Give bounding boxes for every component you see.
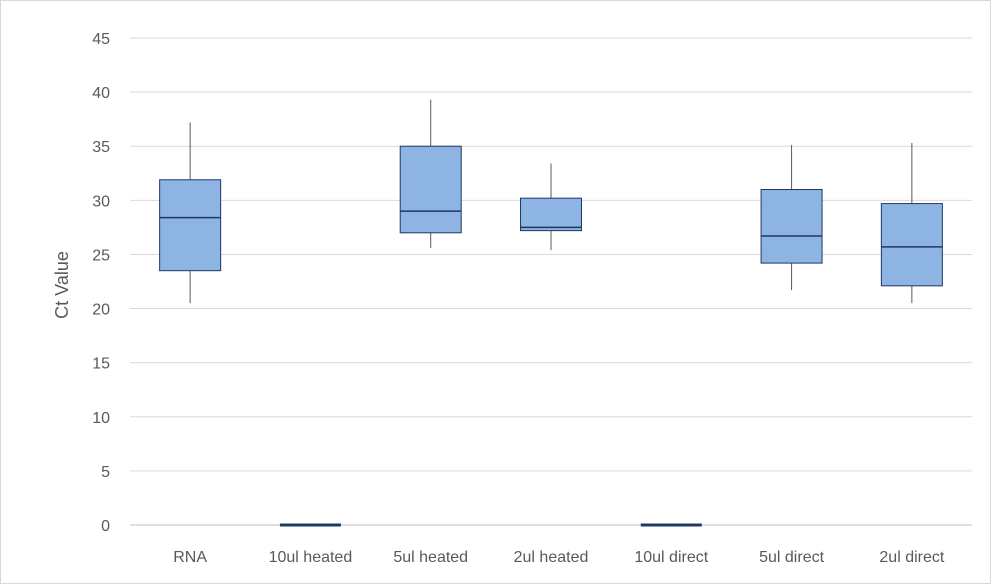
- box-rna: [159, 122, 222, 304]
- box-5ul-heated: [399, 99, 462, 248]
- iqr-box: [159, 179, 222, 272]
- y-tick-label: 30: [92, 193, 110, 210]
- x-tick-label: 5ul direct: [759, 549, 824, 566]
- y-tick-label: 25: [92, 247, 110, 264]
- box-10ul-direct: [640, 523, 702, 527]
- y-tick-label: 5: [101, 464, 110, 481]
- x-tick-label: 10ul direct: [634, 549, 708, 566]
- iqr-box: [520, 197, 582, 232]
- x-axis-ticks: RNA 10ul heated 5ul heated 2ul heated 10ul d…: [173, 549, 945, 566]
- x-tick-label: RNA: [173, 549, 207, 566]
- y-tick-label: 20: [92, 302, 110, 319]
- x-tick-label: 2ul heated: [514, 549, 589, 566]
- y-tick-label: 40: [92, 85, 110, 102]
- iqr-box: [760, 189, 823, 264]
- y-tick-label: 10: [92, 410, 110, 427]
- y-tick-label: 45: [92, 31, 110, 48]
- box-10ul-heated: [279, 523, 341, 527]
- box-series: [159, 99, 943, 527]
- y-axis-ticks: 0 5 10 15 20 25 30 35 40 45: [92, 31, 110, 535]
- iqr-box: [399, 145, 462, 234]
- y-axis-title: Ct Value: [52, 251, 72, 319]
- y-tick-label: 15: [92, 356, 110, 373]
- y-tick-label: 0: [101, 518, 110, 535]
- box-5ul-direct: [760, 145, 823, 291]
- flat-box: [640, 523, 702, 527]
- y-tick-label: 35: [92, 139, 110, 156]
- iqr-box: [880, 203, 943, 287]
- gridlines: [130, 37, 972, 526]
- x-tick-label: 2ul direct: [879, 549, 944, 566]
- x-tick-label: 10ul heated: [269, 549, 353, 566]
- flat-box: [279, 523, 341, 527]
- box-2ul-heated: [520, 163, 582, 251]
- box-2ul-direct: [880, 142, 943, 304]
- x-tick-label: 5ul heated: [393, 549, 468, 566]
